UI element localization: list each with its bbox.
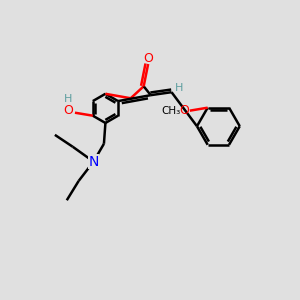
Text: O: O (179, 104, 189, 117)
Text: H: H (175, 83, 183, 93)
Text: CH₃: CH₃ (161, 106, 180, 116)
Text: O: O (143, 52, 153, 64)
Text: H: H (64, 94, 73, 104)
Text: O: O (64, 104, 73, 117)
Text: N: N (88, 154, 99, 169)
